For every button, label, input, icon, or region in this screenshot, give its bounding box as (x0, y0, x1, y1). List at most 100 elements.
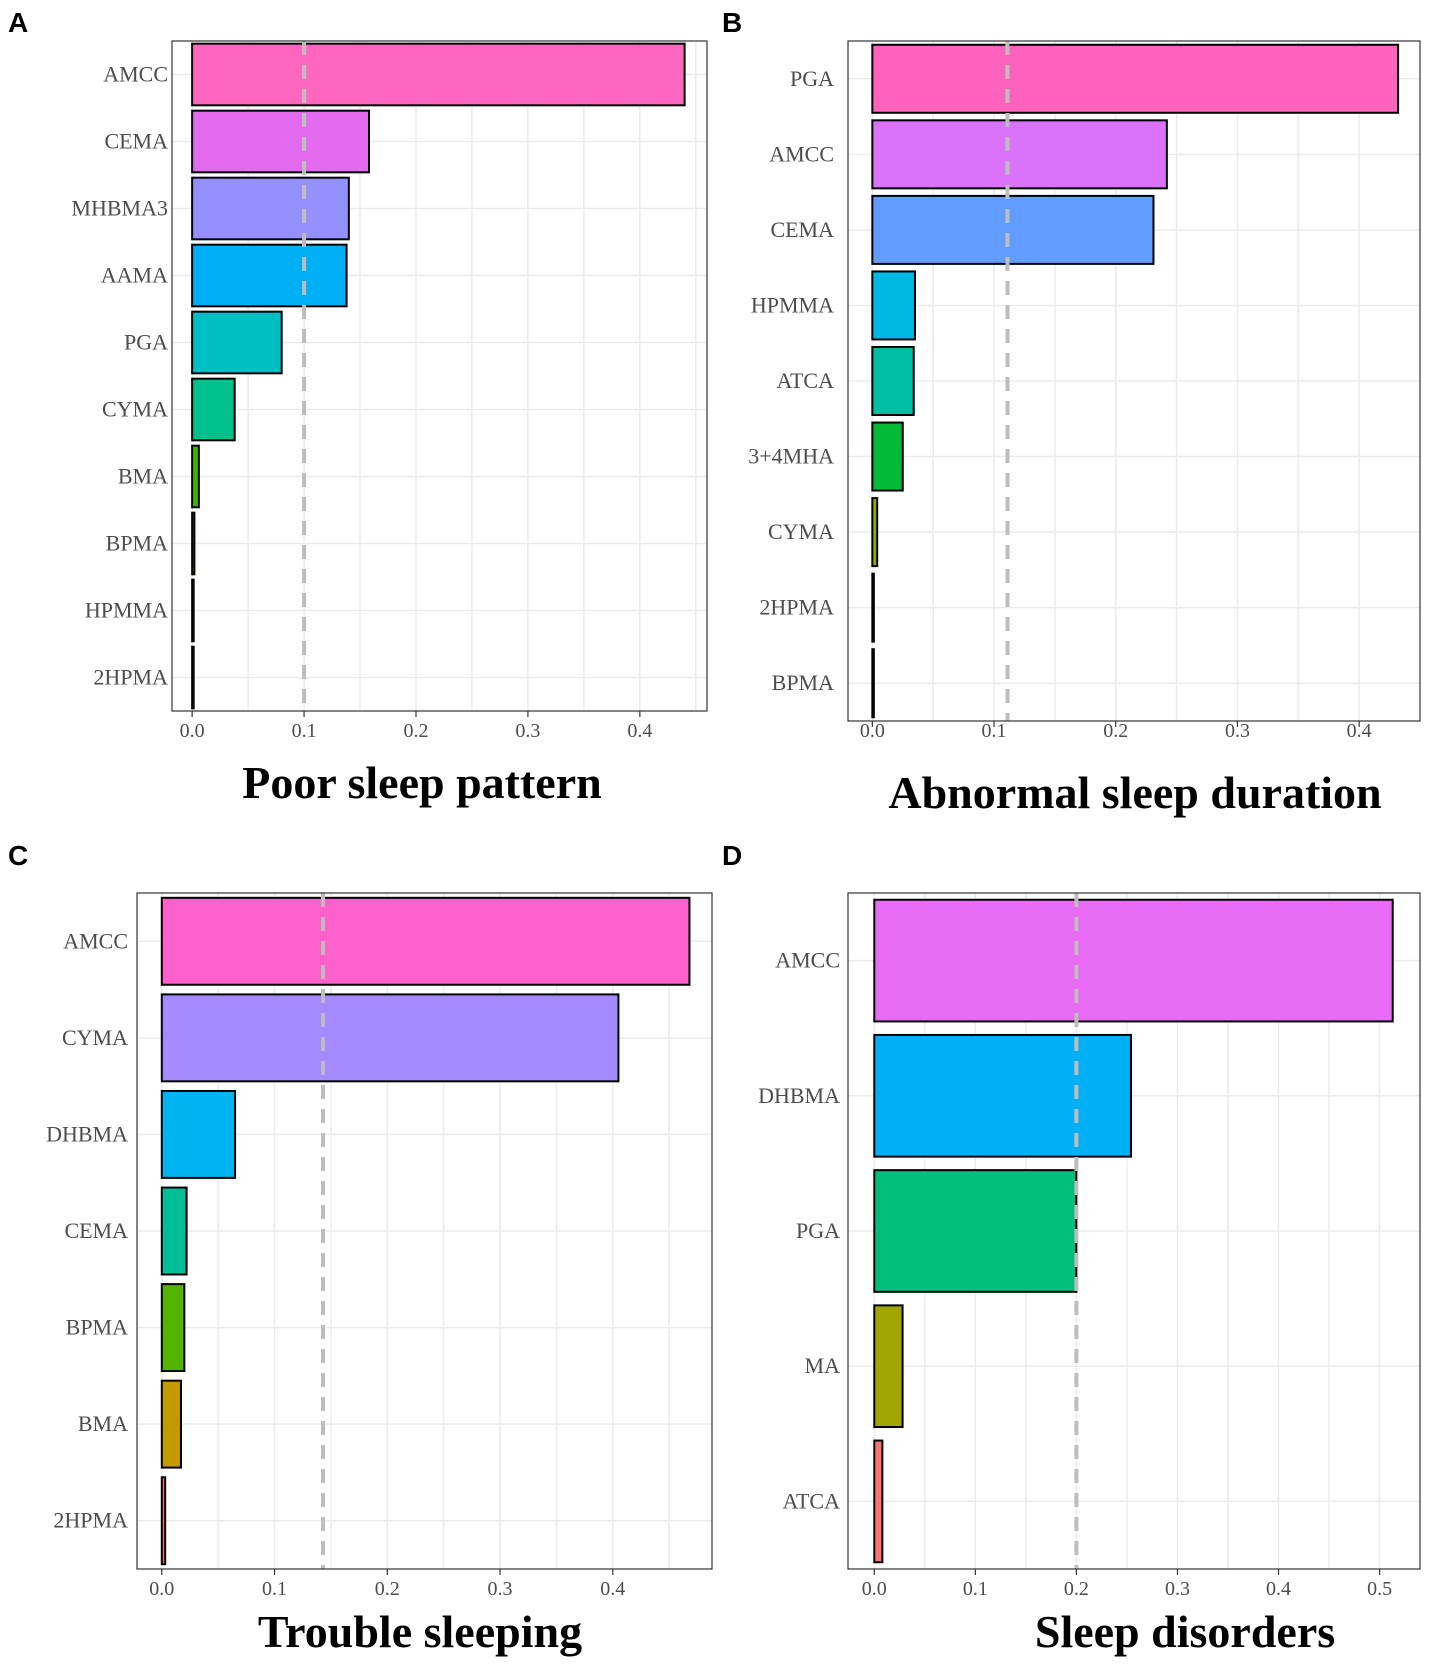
panel-letter-c: C (8, 840, 28, 871)
x-tick-label: 0.2 (375, 1578, 400, 1600)
category-label: CEMA (770, 217, 834, 242)
panel-c: C Trouble sleeping AMCC CYMA DHBMA CEMA BPMA… (8, 840, 713, 1657)
bar-dhbma (873, 1033, 1132, 1158)
x-tick-label: 0.1 (292, 720, 317, 742)
category-label: BPMA (66, 1315, 128, 1340)
bar-3-4mha (871, 421, 904, 492)
chart-title-d: Sleep disorders (1035, 1606, 1335, 1657)
category-label: AMCC (63, 928, 128, 953)
bar-bma (191, 444, 200, 509)
category-label: PGA (796, 1218, 840, 1243)
bar-2hpma (160, 1476, 167, 1566)
panel-b: B Abnormal sleep duration PGA AMCC CEMA HPM… (722, 7, 1421, 818)
x-tick-label: 0.5 (1367, 1578, 1392, 1600)
x-tick-label: 0.0 (862, 1578, 887, 1600)
x-tick-label: 0.4 (600, 1578, 625, 1600)
category-label: ATCA (777, 368, 835, 393)
bar-cyma (871, 497, 879, 568)
category-label: DHBMA (46, 1121, 128, 1146)
bar-aama (191, 243, 348, 308)
bar-bpma (191, 511, 196, 576)
bar-pga (873, 1169, 1078, 1293)
x-tick-label: 0.2 (1064, 1578, 1089, 1600)
x-tick-label: 0.1 (963, 1578, 988, 1600)
x-tick-label: 0.4 (1347, 720, 1372, 742)
x-tick-label: 0.3 (488, 1578, 513, 1600)
bar-bma (160, 1379, 182, 1469)
bar-hpmma (871, 270, 916, 341)
bar-cyma (160, 993, 620, 1083)
category-label: 3+4MHA (748, 444, 834, 469)
bar-pga (191, 310, 283, 375)
bar-dhbma (160, 1089, 237, 1179)
bar-mhbma3 (191, 176, 350, 241)
x-tick-label: 0.2 (1103, 720, 1128, 742)
plot-border (171, 40, 708, 712)
x-tick-label: 0.1 (262, 1578, 287, 1600)
bar-amcc (871, 119, 1168, 190)
bar-bpma (160, 1283, 186, 1373)
chart-title-a: Poor sleep pattern (242, 757, 601, 808)
category-label: DHBMA (758, 1083, 840, 1108)
category-label: CEMA (64, 1218, 128, 1243)
bar-cema (160, 1186, 188, 1276)
bar-amcc (873, 898, 1394, 1023)
category-label: BPMA (106, 531, 168, 556)
bar-cyma (191, 377, 236, 442)
bar-atca (873, 1439, 884, 1564)
category-label: PGA (790, 66, 834, 91)
plot-border (847, 892, 1421, 1570)
category-label: MHBMA3 (71, 196, 168, 221)
bar-amcc (191, 42, 686, 107)
bar-hpmma (191, 578, 195, 643)
bar-cema (191, 109, 370, 174)
x-tick-label: 0.1 (982, 720, 1007, 742)
panel-letter-a: A (8, 7, 28, 38)
chart-title-b: Abnormal sleep duration (888, 767, 1381, 818)
category-label: 2HPMA (53, 1508, 128, 1533)
category-label: 2HPMA (93, 665, 168, 690)
category-label: ATCA (783, 1488, 841, 1513)
category-label: HPMMA (85, 598, 168, 623)
bar-atca (871, 346, 915, 416)
panel-d: D Sleep disorders AMCC DHBMA PGA MA ATCA 0.0 0… (722, 840, 1421, 1657)
plot-border (136, 892, 713, 1570)
panel-a: A Poor sleep pattern AMCC CEMA MHBMA3 AAMA P… (8, 7, 708, 808)
category-label: 2HPMA (759, 595, 834, 620)
x-tick-label: 0.3 (1225, 720, 1250, 742)
x-tick-label: 0.3 (515, 720, 540, 742)
category-label: CYMA (768, 519, 834, 544)
bar-2hpma (191, 645, 195, 710)
bar-bpma (871, 648, 875, 719)
category-label: AAMA (101, 263, 168, 288)
chart-title-c: Trouble sleeping (258, 1606, 582, 1657)
category-label: PGA (124, 330, 168, 355)
category-label: HPMMA (751, 292, 834, 317)
category-label: CYMA (102, 397, 168, 422)
category-label: AMCC (775, 948, 840, 973)
x-tick-label: 0.3 (1165, 1578, 1190, 1600)
x-tick-label: 0.0 (180, 720, 205, 742)
x-tick-label: 0.0 (860, 720, 885, 742)
bar-ma (873, 1304, 904, 1429)
category-label: AMCC (769, 141, 834, 166)
category-label: AMCC (103, 62, 168, 87)
x-tick-label: 0.2 (403, 720, 428, 742)
x-tick-label: 0.4 (1266, 1578, 1291, 1600)
bar-cema (871, 194, 1155, 265)
bar-2hpma (871, 572, 875, 643)
x-tick-label: 0.4 (627, 720, 652, 742)
category-label: MA (805, 1353, 841, 1378)
x-tick-label: 0.0 (149, 1578, 174, 1600)
category-label: CEMA (104, 129, 168, 154)
bar-pga (871, 43, 1400, 114)
category-label: BPMA (772, 670, 834, 695)
plot-border (847, 40, 1421, 722)
panel-letter-b: B (722, 7, 742, 38)
panel-letter-d: D (722, 840, 742, 871)
category-label: CYMA (62, 1025, 128, 1050)
category-label: BMA (78, 1411, 128, 1436)
category-label: BMA (118, 464, 168, 489)
bar-amcc (160, 896, 691, 986)
